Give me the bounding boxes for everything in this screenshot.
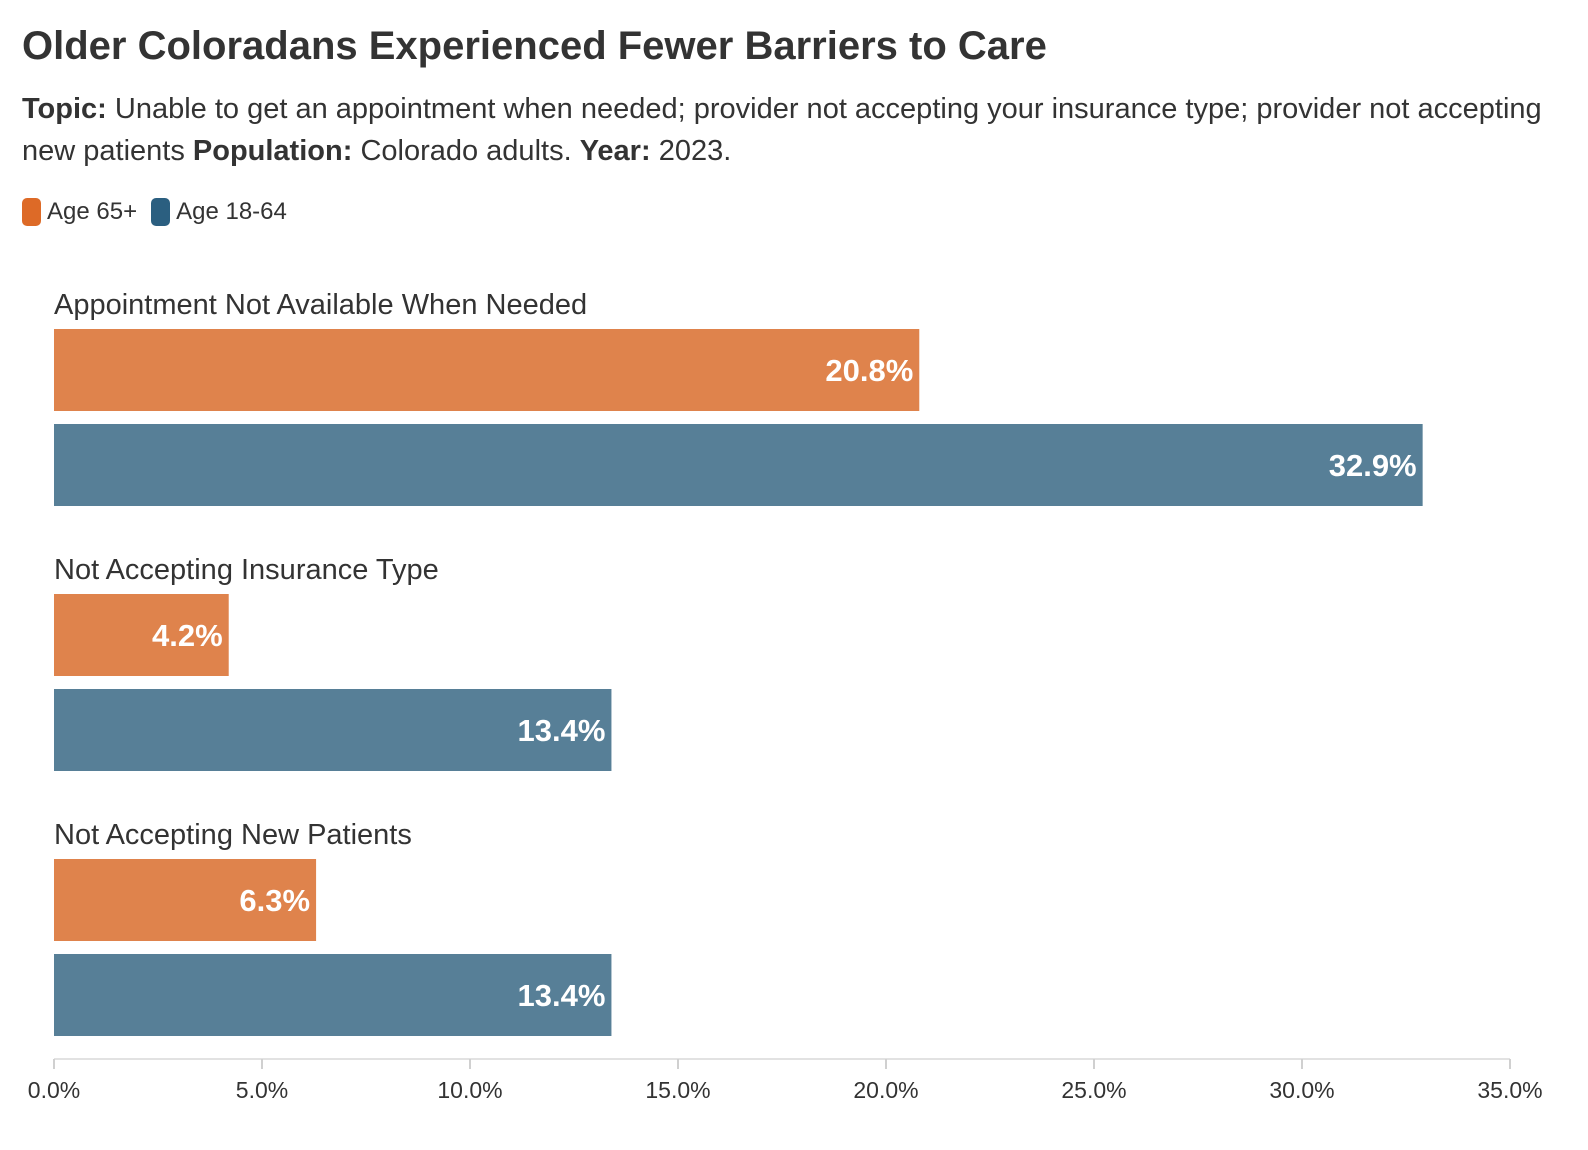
population-text: Colorado adults. — [360, 135, 572, 167]
topic-label: Topic: — [22, 93, 107, 125]
category-label: Not Accepting New Patients — [54, 819, 412, 851]
x-tick-label: 20.0% — [853, 1077, 918, 1103]
x-tick-label: 10.0% — [437, 1077, 502, 1103]
legend-swatch-age-18-64 — [151, 198, 171, 226]
category-label: Appointment Not Available When Needed — [54, 289, 587, 321]
legend-item-age-18-64[interactable]: Age 18-64 — [151, 198, 287, 226]
bar — [54, 424, 1423, 506]
bar-value-label: 6.3% — [239, 883, 310, 918]
bar — [54, 859, 317, 941]
chart-legend: Age 65+ Age 18-64 — [22, 198, 301, 226]
legend-swatch-age-65-plus — [22, 198, 41, 226]
chart-subtitle: Topic: Unable to get an appointment when… — [22, 88, 1562, 172]
bar — [54, 689, 612, 771]
population-label: Population: — [192, 135, 353, 167]
year-text: 2023. — [658, 135, 732, 167]
bar — [54, 329, 920, 411]
topic-text: Unable to get an appointment when needed… — [22, 93, 1542, 167]
chart-title: Older Coloradans Experienced Fewer Barri… — [22, 24, 1047, 68]
bar-value-label: 13.4% — [518, 978, 606, 1013]
category-label: Not Accepting Insurance Type — [54, 554, 439, 586]
x-tick-label: 30.0% — [1269, 1077, 1334, 1103]
legend-label-age-65-plus: Age 65+ — [47, 198, 138, 225]
bar — [54, 594, 229, 676]
bar-value-label: 20.8% — [825, 353, 913, 388]
bar — [54, 954, 612, 1036]
x-tick-label: 35.0% — [1477, 1077, 1542, 1103]
year-label: Year: — [579, 135, 651, 167]
bar-value-label: 13.4% — [518, 713, 606, 748]
x-tick-label: 5.0% — [236, 1077, 288, 1103]
bar-value-label: 32.9% — [1329, 448, 1417, 483]
x-tick-label: 0.0% — [28, 1077, 80, 1103]
bar-value-label: 4.2% — [152, 618, 223, 653]
x-tick-label: 15.0% — [645, 1077, 710, 1103]
legend-item-age-65-plus[interactable]: Age 65+ — [22, 198, 137, 226]
x-tick-label: 25.0% — [1061, 1077, 1126, 1103]
legend-label-age-18-64: Age 18-64 — [176, 198, 287, 225]
